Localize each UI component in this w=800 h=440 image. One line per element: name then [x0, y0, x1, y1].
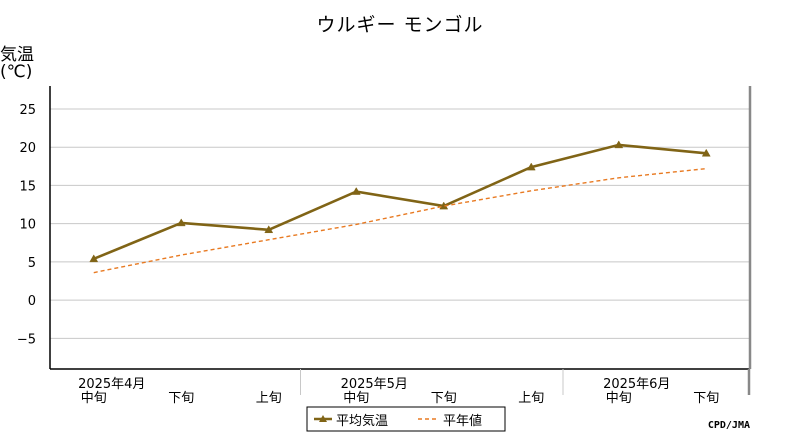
x-tick-label: 中旬 [606, 391, 632, 406]
grid-layer [50, 86, 750, 369]
y-tick-label: 10 [19, 218, 36, 233]
y-tick-label: 20 [19, 141, 36, 156]
x-tick-label: 上旬 [518, 391, 544, 406]
x-month-label: 2025年4月 [78, 377, 145, 392]
data-point-marker [176, 218, 186, 227]
x-tick-label: 中旬 [81, 391, 107, 406]
y-tick-label: 0 [28, 294, 36, 309]
y-axis-unit: (℃) [0, 62, 33, 82]
series-line-average [93, 143, 707, 261]
y-tick-label: 25 [19, 103, 36, 118]
y-tick-label: 5 [28, 256, 36, 271]
x-tick-label: 下旬 [431, 391, 457, 406]
y-axis-label: 気温 [0, 45, 34, 65]
x-tick-label: 中旬 [343, 391, 369, 406]
x-tick-label: 下旬 [168, 391, 194, 406]
data-point-marker [351, 187, 361, 195]
series-layer [89, 140, 711, 274]
legend-marker-average [319, 415, 327, 422]
axis-layer: −5 0 5 10 15 20 25 中旬 下旬 上旬 中旬 下旬 上旬 中旬 下旬 2025年4月 2025年… [17, 86, 752, 406]
legend-label-normal: 平年値 [443, 413, 482, 429]
data-point-marker [701, 148, 711, 157]
plot-area [50, 86, 750, 369]
legend: 平均気温 平年値 [306, 406, 506, 432]
x-tick-label: 上旬 [256, 391, 282, 406]
y-tick-label: −5 [17, 332, 36, 347]
x-month-label: 2025年6月 [603, 377, 670, 392]
series-line-normal [93, 167, 707, 274]
x-month-label: 2025年5月 [341, 377, 408, 392]
data-point-marker [89, 254, 99, 263]
legend-label-average: 平均気温 [336, 413, 388, 429]
data-point-marker [526, 162, 536, 171]
x-tick-label: 下旬 [693, 391, 719, 406]
chart-title: ウルギー モンゴル [316, 14, 484, 36]
data-point-marker [614, 140, 624, 149]
y-tick-label: 15 [19, 179, 36, 194]
legend-box [306, 406, 506, 432]
source-credit: CPD/JMA [707, 420, 750, 431]
data-point-marker [264, 225, 274, 234]
